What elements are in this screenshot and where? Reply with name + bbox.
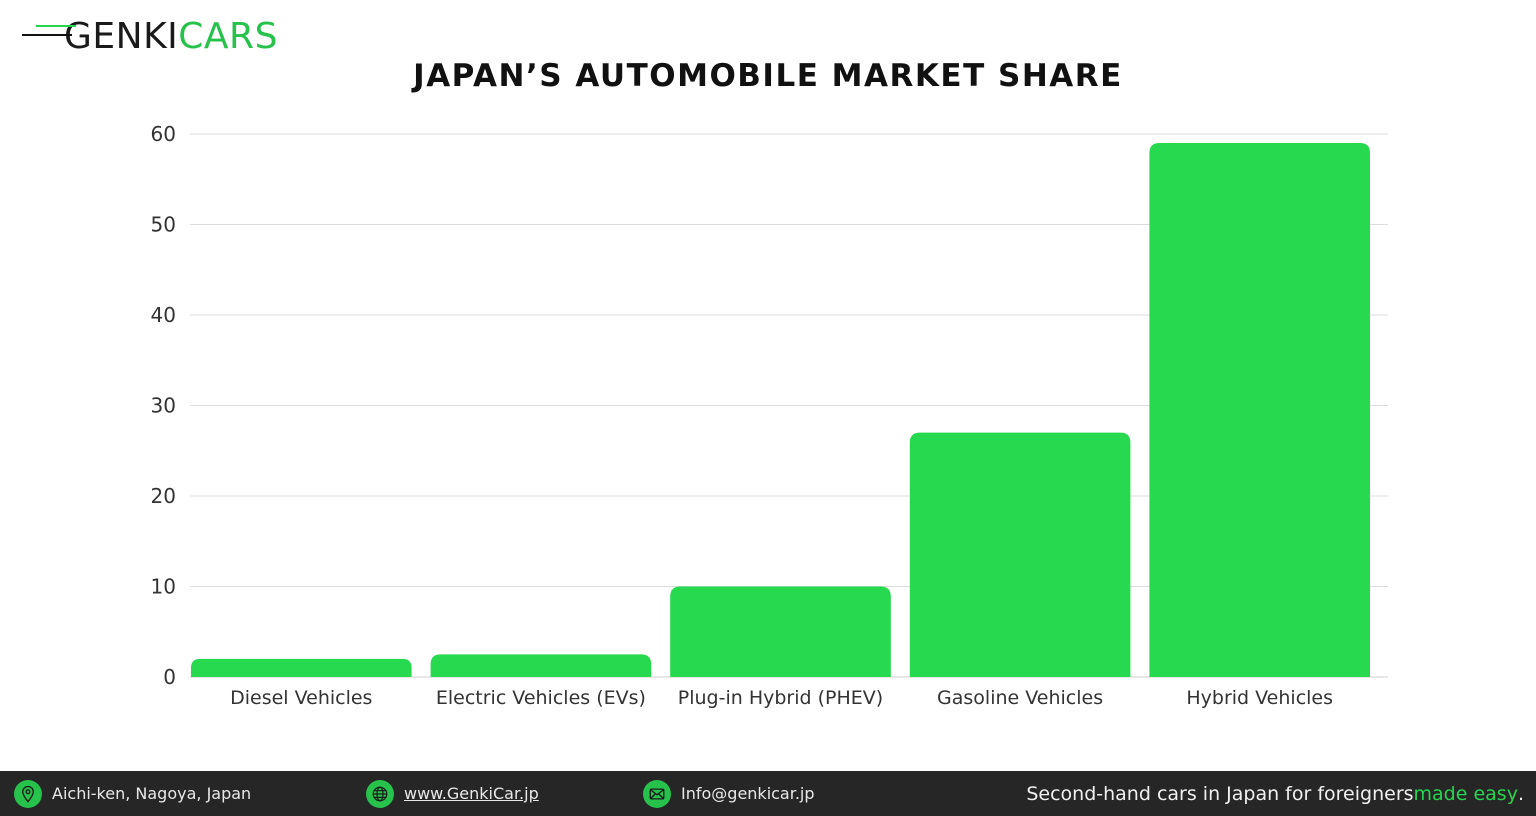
- y-tick-label: 30: [151, 394, 176, 418]
- footer-website[interactable]: www.GenkiCar.jp: [366, 771, 539, 816]
- y-tick-label: 10: [151, 575, 176, 599]
- footer-address: Aichi-ken, Nagoya, Japan: [14, 771, 251, 816]
- tagline-accent: made easy: [1413, 782, 1518, 805]
- footer-bar: Aichi-ken, Nagoya, Japan www.GenkiCar.jp…: [0, 771, 1536, 816]
- bar: [191, 658, 412, 677]
- x-category-label: Plug-in Hybrid (PHEV): [678, 687, 883, 709]
- bar: [670, 586, 891, 677]
- brand-logo: GENKI CARS: [22, 14, 278, 58]
- envelope-icon: [643, 779, 671, 808]
- logo-speed-lines: [22, 14, 82, 58]
- y-tick-label: 50: [151, 213, 176, 237]
- chart-title: JAPAN’S AUTOMOBILE MARKET SHARE: [413, 58, 1123, 94]
- bar-chart: 0 10 20 30 40 50 60 Diesel Vehicles Electric Veh…: [151, 122, 1388, 709]
- location-pin-icon: [14, 779, 42, 808]
- bar: [430, 654, 652, 677]
- footer-tagline: Second-hand cars in Japan for foreigners…: [1026, 771, 1524, 816]
- x-category-label: Gasoline Vehicles: [937, 687, 1103, 709]
- tagline-end: .: [1517, 782, 1524, 805]
- footer-address-text: Aichi-ken, Nagoya, Japan: [52, 784, 252, 803]
- y-tick-label: 20: [151, 484, 176, 508]
- x-category-label: Diesel Vehicles: [230, 687, 372, 709]
- footer-website-link[interactable]: www.GenkiCar.jp: [404, 784, 539, 803]
- footer-email[interactable]: Info@genkicar.jp: [643, 771, 815, 816]
- x-category-label: Hybrid Vehicles: [1186, 687, 1333, 709]
- y-tick-label: 60: [151, 122, 176, 146]
- footer-email-text[interactable]: Info@genkicar.jp: [681, 784, 815, 803]
- x-category-label: Electric Vehicles (EVs): [436, 687, 646, 709]
- globe-icon: [366, 779, 394, 808]
- y-tick-label: 0: [163, 665, 176, 689]
- logo-text-genki: GENKI: [64, 15, 179, 57]
- y-tick-label: 40: [151, 303, 176, 327]
- logo-text-cars: CARS: [178, 15, 278, 57]
- tagline-main: Second-hand cars in Japan for foreigners: [1026, 782, 1414, 805]
- bar: [1149, 143, 1370, 678]
- bar: [909, 432, 1131, 677]
